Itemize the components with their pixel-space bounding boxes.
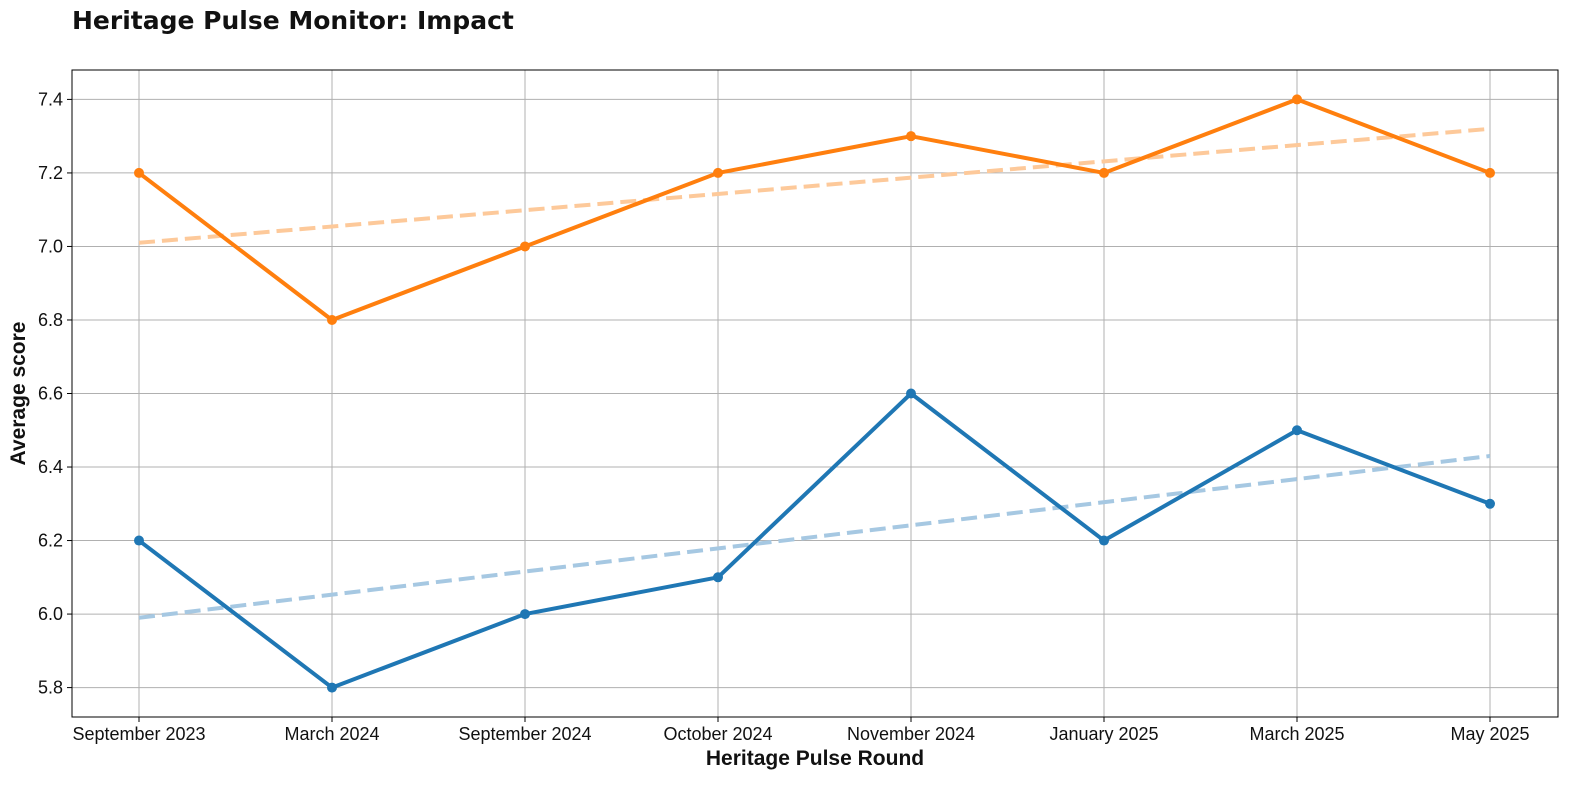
x-tick-label: January 2025 [1049,724,1158,744]
y-tick-label: 5.8 [38,678,63,698]
series-2-point [1292,94,1302,105]
y-tick-label: 6.0 [38,604,63,624]
series-1-point [713,572,723,583]
x-tick-label: November 2024 [847,724,975,744]
chart-title: Heritage Pulse Monitor: Impact [72,6,514,35]
series-1-point [1292,425,1302,436]
series-2-point [134,167,144,178]
series-2-point [713,167,723,178]
x-tick-label: September 2024 [458,724,591,744]
y-tick-label: 6.4 [38,457,63,477]
y-tick-label: 7.4 [38,89,63,109]
x-tick-label: March 2025 [1249,724,1344,744]
x-tick-label: May 2025 [1450,724,1529,744]
series-2-line [137,97,1492,322]
series-1-line [137,391,1492,690]
x-tick-label: September 2023 [72,724,205,744]
series-1-point [1099,535,1109,546]
series-2-point [327,314,337,325]
series-2-point [1099,167,1109,178]
series-1-point [134,535,144,546]
series-1-point [1485,498,1495,509]
series-1-point [520,609,530,620]
y-tick-label: 6.8 [38,310,63,330]
series-2-point [520,241,530,252]
grid-lines [72,70,1558,717]
series-1-point [906,388,916,399]
series-2-point [906,131,916,142]
y-tick-label: 6.2 [38,531,63,551]
y-axis-ticks: 5.8 6.0 6.2 6.4 6.6 6.8 7.0 7.2 7.4 [38,89,72,698]
x-axis-title: Heritage Pulse Round [706,747,924,770]
x-tick-label: October 2024 [663,724,772,744]
trend-line-series-2 [138,126,1491,245]
y-tick-label: 6.6 [38,384,63,404]
trend-line-series-1 [138,454,1491,620]
y-tick-label: 7.2 [38,163,63,183]
trend-lines [138,126,1491,620]
series-1-point [327,682,337,693]
y-axis-title: Average score [7,322,30,466]
y-tick-label: 7.0 [38,236,63,256]
series-2-point [1485,167,1495,178]
x-axis-ticks: September 2023 March 2024 September 2024 Oc… [72,717,1530,744]
data-series [134,94,1495,693]
x-tick-label: March 2024 [284,724,379,744]
